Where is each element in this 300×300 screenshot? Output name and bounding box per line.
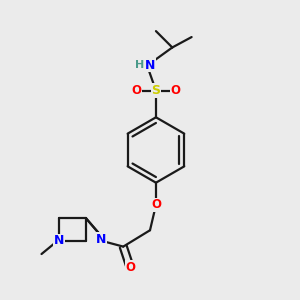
Text: O: O [170,84,180,97]
Text: N: N [96,233,106,246]
Text: H: H [135,60,144,70]
Text: N: N [54,234,64,247]
Text: O: O [126,261,136,274]
Text: O: O [132,84,142,97]
Text: N: N [145,59,155,72]
Text: S: S [152,84,160,97]
Text: O: O [151,199,161,212]
